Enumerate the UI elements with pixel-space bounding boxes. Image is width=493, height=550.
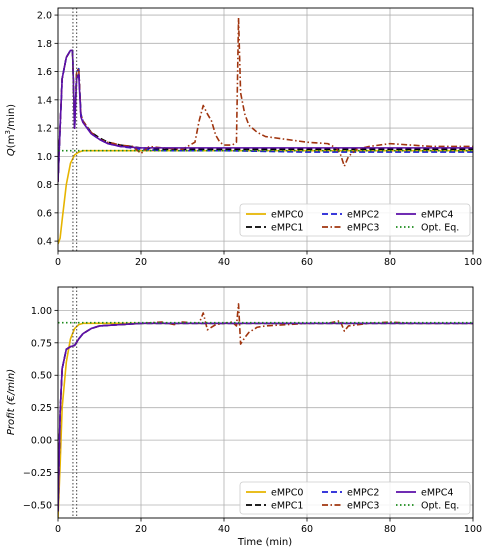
top-y-tick-label-6: 1.6 xyxy=(37,67,52,78)
top-legend-label-0: eMPC0 xyxy=(271,210,303,221)
bottom-x-tick-label-4: 80 xyxy=(384,524,396,535)
bottom-legend-label-4: eMPC4 xyxy=(421,488,453,499)
top-chart-q: 0 20 40 60 80 1000.40.60.81.01.21.41.61.82.0 … xyxy=(4,7,482,268)
bottom-legend-label-5: Opt. Eq. xyxy=(421,501,459,512)
top-y-tick-label-4: 1.2 xyxy=(37,124,52,135)
bottom-chart-series xyxy=(58,303,473,518)
top-chart-y-label-exp: 3 xyxy=(4,130,12,134)
bottom-chart-vertical-markers xyxy=(72,287,78,518)
top-legend-label-1: eMPC1 xyxy=(271,223,303,234)
top-y-tick-label-8: 2.0 xyxy=(37,11,52,22)
bottom-legend-label-2: eMPC2 xyxy=(347,488,379,499)
top-legend-label-2: eMPC2 xyxy=(347,210,379,221)
bottom-x-tick-label-3: 60 xyxy=(301,524,313,535)
bottom-chart-legend: eMPC0 eMPC1 eMPC2 eMPC3 eMPC4 Opt. Eq. xyxy=(239,481,471,515)
top-series-empc4 xyxy=(58,49,473,182)
top-chart-y-label-q: Q xyxy=(6,148,17,156)
top-y-tick-label-5: 1.4 xyxy=(37,95,52,106)
top-legend-label-5: Opt. Eq. xyxy=(421,223,459,234)
top-chart-y-label-per: /min) xyxy=(6,104,17,130)
bottom-legend-label-0: eMPC0 xyxy=(271,488,303,499)
top-legend-label-3: eMPC3 xyxy=(347,223,379,234)
bottom-chart-x-axis-label: Time (min) xyxy=(237,537,292,548)
top-chart-y-label-unit: (m xyxy=(6,135,17,149)
top-y-tick-label-7: 1.8 xyxy=(37,39,52,50)
top-y-tick-label-2: 0.8 xyxy=(37,180,52,191)
top-x-tick-label-4: 80 xyxy=(384,257,396,268)
bottom-x-tick-label-5: 100 xyxy=(464,524,482,535)
bottom-y-tick-label-0: −0.50 xyxy=(23,501,52,512)
top-chart-series xyxy=(58,17,473,245)
bottom-y-tick-label-6: 1.00 xyxy=(31,306,52,317)
top-legend-box xyxy=(239,203,471,237)
top-y-tick-label-3: 1.0 xyxy=(37,152,52,163)
top-chart-ticks: 0 20 40 60 80 100 0.4 0.6 0.8 1.0 1.2 1.4 1.6 1.8 2.0 xyxy=(37,11,482,268)
top-legend-label-4: eMPC4 xyxy=(421,210,453,221)
bottom-chart-y-axis-label: Profit (€/min) xyxy=(6,369,17,435)
bottom-y-tick-label-3: 0.25 xyxy=(31,403,52,414)
top-x-tick-label-1: 20 xyxy=(135,257,147,268)
bottom-x-tick-label-0: 0 xyxy=(55,524,61,535)
bottom-chart-profit: 0 20 40 60 80 100 −0.50 −0.25 0.00 0.25 0.50 0.75 1.… xyxy=(6,286,482,548)
bottom-chart-axes-frame xyxy=(57,286,474,519)
bottom-legend-box xyxy=(239,481,471,515)
bottom-x-tick-label-2: 40 xyxy=(218,524,230,535)
top-y-tick-label-1: 0.6 xyxy=(37,208,52,219)
bottom-y-tick-label-1: −0.25 xyxy=(23,468,52,479)
top-series-empc2 xyxy=(58,49,473,182)
bottom-legend-label-3: eMPC3 xyxy=(347,501,379,512)
top-chart-y-axis-label: Q(m3/min) xyxy=(4,104,17,156)
top-x-tick-label-2: 40 xyxy=(218,257,230,268)
top-y-tick-label-0: 0.4 xyxy=(37,237,52,248)
top-chart-axes-frame xyxy=(57,7,474,252)
bottom-y-tick-label-5: 0.75 xyxy=(31,338,52,349)
top-x-tick-label-5: 100 xyxy=(464,257,482,268)
top-x-tick-label-0: 0 xyxy=(55,257,61,268)
bottom-series-empc3 xyxy=(58,303,473,512)
bottom-series-empc4 xyxy=(58,322,473,512)
bottom-chart-ticks: 0 20 40 60 80 100 −0.50 −0.25 0.00 0.25 0.50 0.75 1.… xyxy=(23,306,482,535)
bottom-chart-grid xyxy=(57,287,474,518)
bottom-legend-label-1: eMPC1 xyxy=(271,501,303,512)
top-series-empc1 xyxy=(58,49,473,182)
top-chart-vertical-markers xyxy=(72,8,78,251)
bottom-y-tick-label-2: 0.00 xyxy=(31,436,52,447)
bottom-x-tick-label-1: 20 xyxy=(135,524,147,535)
top-x-tick-label-3: 60 xyxy=(301,257,313,268)
bottom-y-tick-label-4: 0.50 xyxy=(31,371,52,382)
top-chart-legend: eMPC0 eMPC1 eMPC2 eMPC3 eMPC4 Opt. Eq. xyxy=(239,203,471,237)
